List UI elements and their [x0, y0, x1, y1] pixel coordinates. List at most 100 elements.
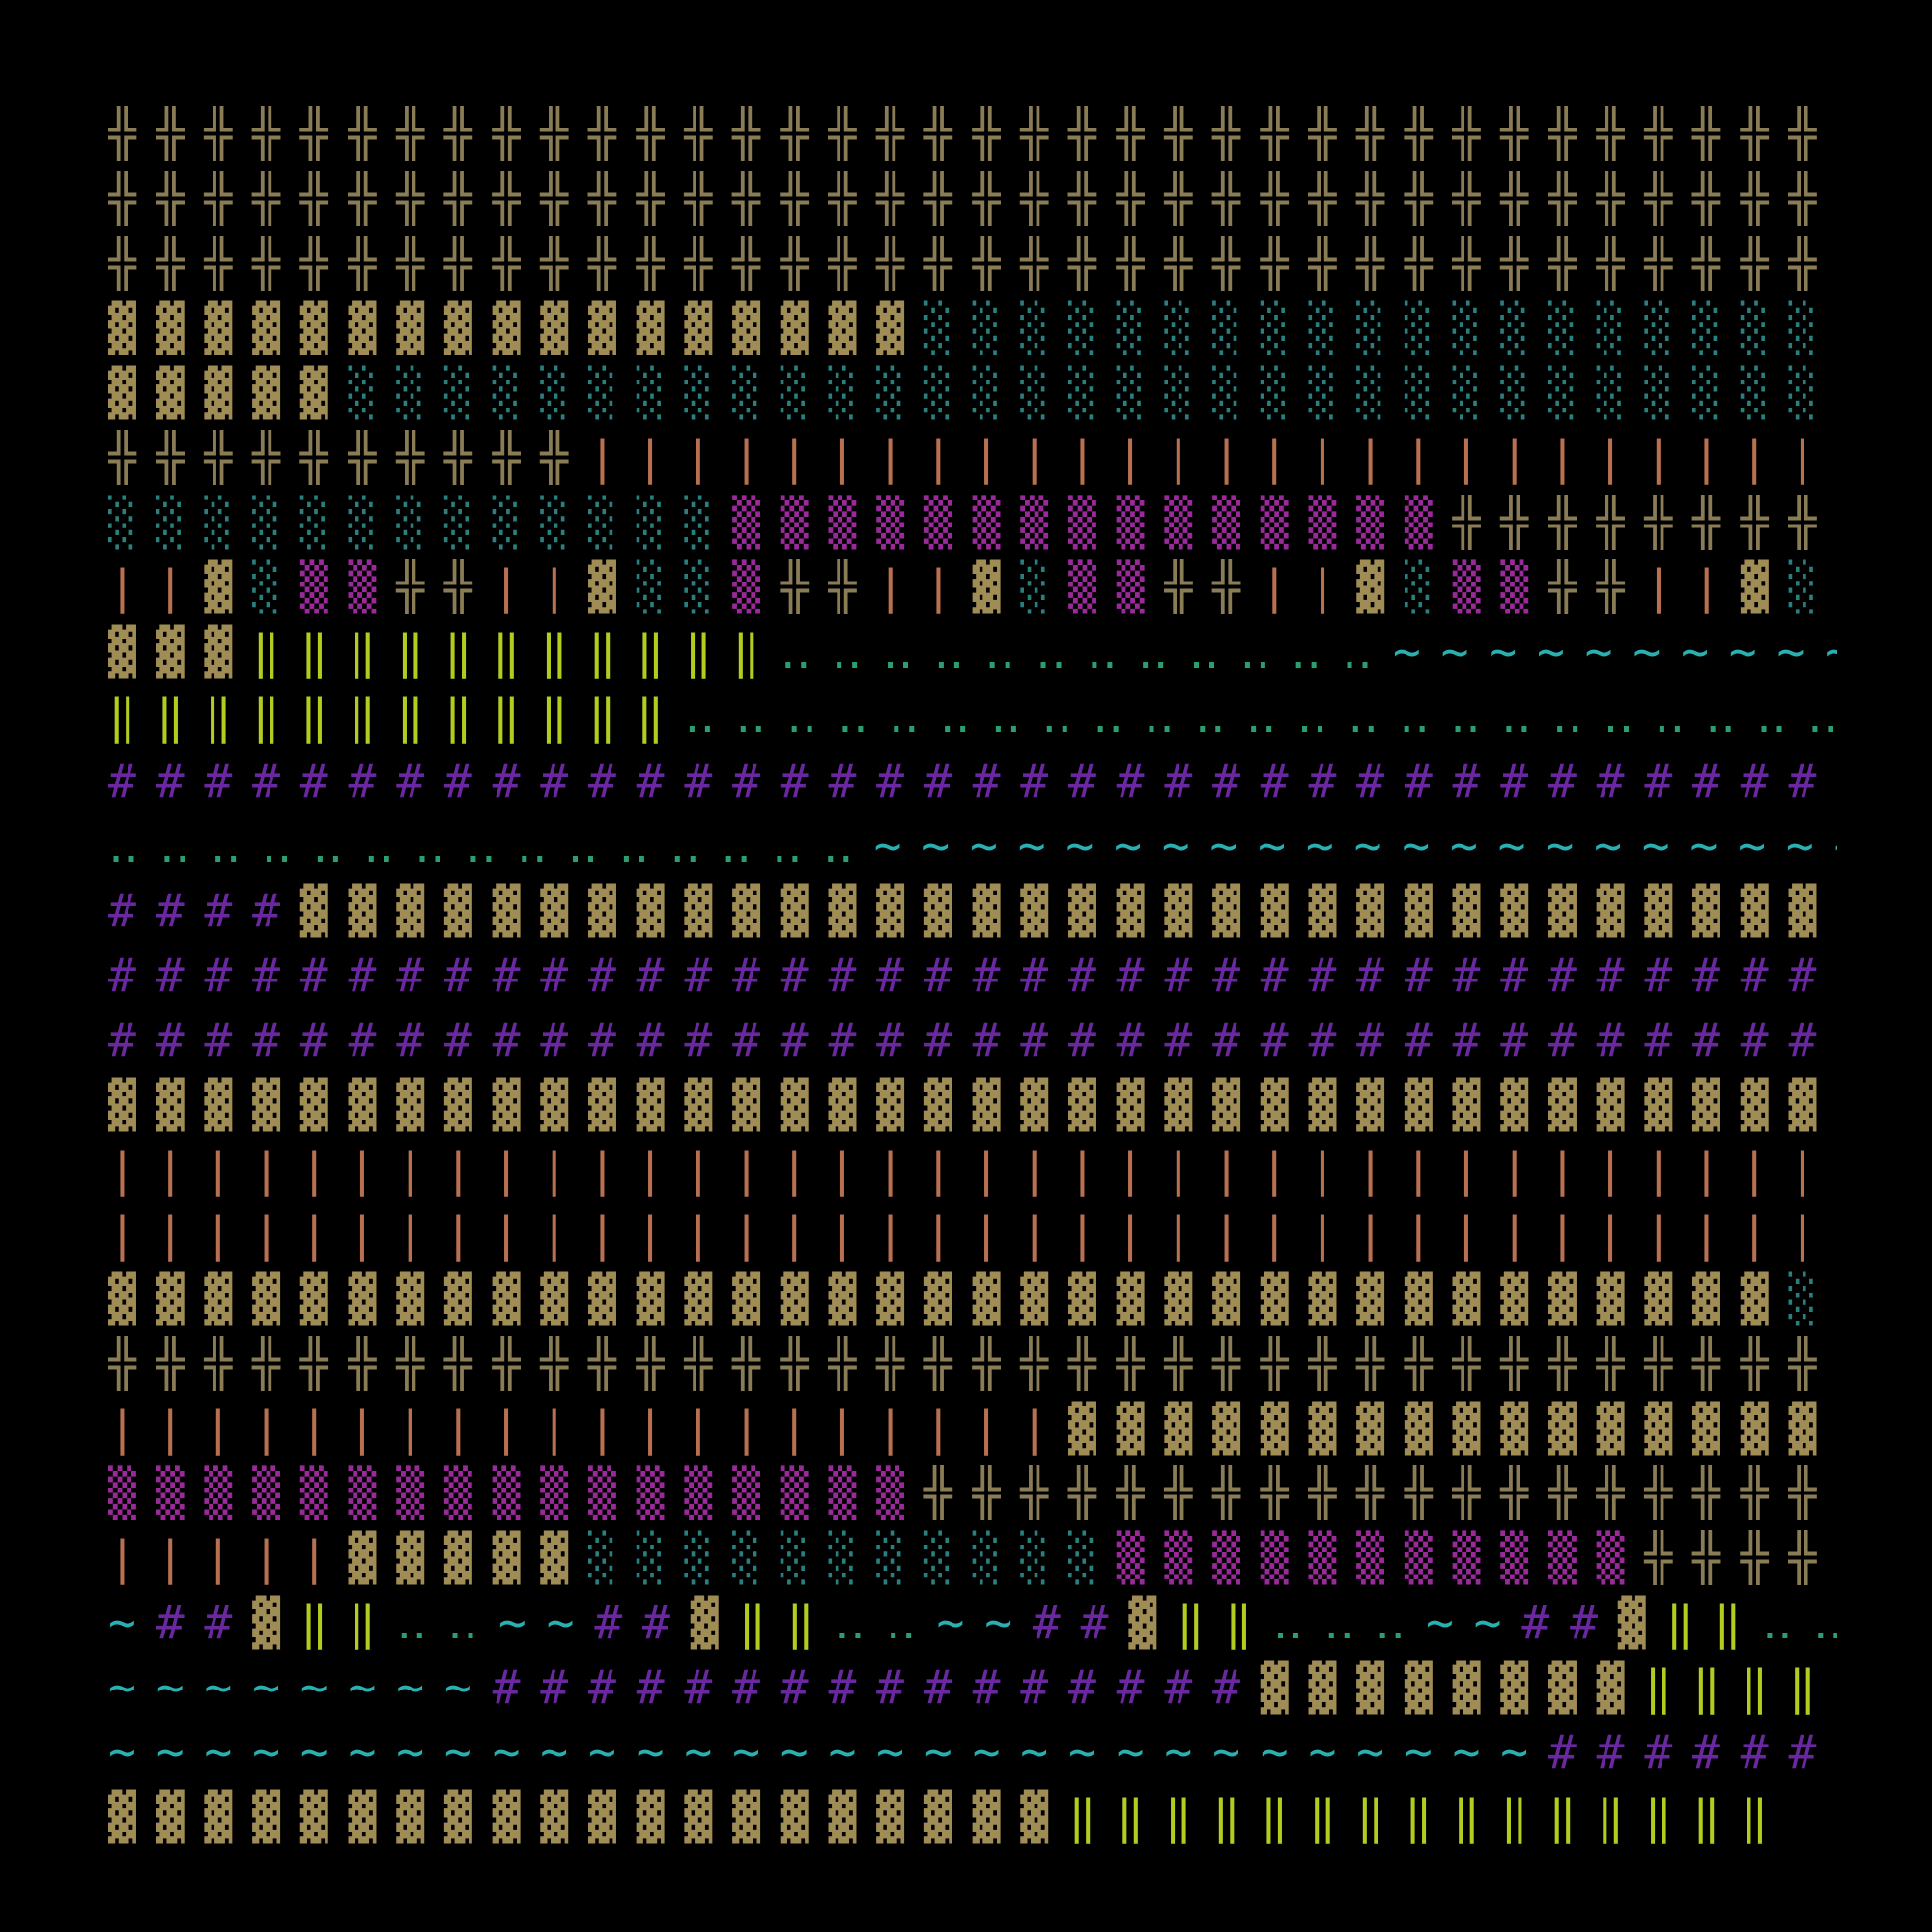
- tile-run: ##: [594, 1596, 691, 1650]
- tile-run: ||: [876, 560, 973, 614]
- tile-run: ~~~~~~~~~~~~~~~~~~~~~~~~~~~~~~: [108, 1725, 1548, 1779]
- tile-run: ‥‥: [1761, 1596, 1837, 1650]
- tile-run: ▒▒: [1452, 560, 1549, 614]
- map-row: ‖‖‖‖‖‖‖‖‖‖‖‖‥‥‥‥‥‥‥‥‥‥‥‥‥‥‥‥‥‥‥‥‥‥‥‥: [108, 685, 1837, 750]
- tile-run: ▒▒▒▒▒▒▒▒▒▒▒▒▒▒▒▒▒: [108, 1466, 924, 1520]
- tile-run: ▓▓▓▓▓▓▓▓▓▓▓▓▓▓▓▓▓▓▓▓: [108, 1790, 1068, 1844]
- tile-run: ~~: [1425, 1596, 1522, 1650]
- tile-run: ▒▒▒▒▒▒▒▒▒▒▒: [1116, 1531, 1645, 1585]
- tile-run: ‥‥: [834, 1596, 937, 1650]
- tile-run: ▒▒▒▒▒▒▒▒▒▒▒▒▒▒▒: [732, 496, 1453, 550]
- tile-run: ####################################: [108, 754, 1837, 809]
- map-row: ||||||||||||||||||||▓▓▓▓▓▓▓▓▓▓▓▓▓▓▓▓: [108, 1397, 1837, 1462]
- tile-run: ~~~~~~~~~~~~~~~~~~~~~: [873, 819, 1837, 873]
- map-row: ░░░░░░░░░░░░░▒▒▒▒▒▒▒▒▒▒▒▒▒▒▒╬╬╬╬╬╬╬╬: [108, 491, 1837, 555]
- tile-run: ▓: [1128, 1596, 1178, 1650]
- tile-run: ╬╬╬╬╬╬╬╬╬╬╬╬╬╬╬╬╬╬╬╬╬╬╬╬╬╬╬╬╬╬╬╬╬╬╬╬: [108, 172, 1837, 226]
- tile-run: ░: [252, 560, 300, 614]
- tile-run: ~~: [497, 1596, 595, 1650]
- map-row: ╬╬╬╬╬╬╬╬╬╬╬╬╬╬╬╬╬╬╬╬╬╬╬╬╬╬╬╬╬╬╬╬╬╬╬╬: [108, 102, 1837, 167]
- map-row: ~~~~~~~~################▓▓▓▓▓▓▓▓‖‖‖‖: [108, 1656, 1837, 1720]
- tile-run: ▓: [588, 560, 637, 614]
- map-row: ╬╬╬╬╬╬╬╬╬╬╬╬╬╬╬╬╬╬╬╬╬╬╬╬╬╬╬╬╬╬╬╬╬╬╬╬: [108, 167, 1837, 232]
- tile-run: ░░░░░░░░░░░: [588, 1531, 1117, 1585]
- tile-run: ╬╬: [1548, 560, 1645, 614]
- tile-run: ▓: [972, 560, 1021, 614]
- tile-run: ‥‥‥: [1272, 1596, 1426, 1650]
- tile-run: ░░░░░░░░░░░░░░░░░░░░░░░░░░░░░░░: [348, 366, 1837, 420]
- tile-run: ╬╬╬╬╬╬╬╬: [1452, 496, 1837, 550]
- tile-run: ▓▓▓: [108, 625, 253, 679]
- map-row: ||||||||||||||||||||||||||||||||||||: [108, 1138, 1837, 1203]
- map-row: ||||||||||||||||||||||||||||||||||||: [108, 1203, 1837, 1267]
- tile-run: ╬╬╬╬╬╬╬╬╬╬╬╬╬╬╬╬╬╬╬╬╬╬╬╬╬╬╬╬╬╬╬╬╬╬╬╬: [108, 1337, 1837, 1391]
- tile-run: ##: [156, 1596, 253, 1650]
- tile-run: ░░░░░░░░░░░░░░░░░░░: [923, 301, 1837, 355]
- tile-run: ‥‥: [396, 1596, 498, 1650]
- map-row: ####################################: [108, 1009, 1837, 1073]
- map-row: ####################################: [108, 944, 1837, 1009]
- map-row: ▓▓▓▓▓░░░░░░░░░░░░░░░░░░░░░░░░░░░░░░░: [108, 361, 1837, 426]
- tile-run: ▓▓▓▓▓▓▓▓▓▓▓▓▓▓▓▓▓▓▓▓▓▓▓▓▓▓▓▓▓▓▓▓: [299, 884, 1837, 938]
- tile-run: ‥‥‥‥‥‥‥‥‥‥‥‥‥‥‥‥‥‥‥‥‥‥‥‥: [684, 690, 1837, 744]
- map-row: ╬╬╬╬╬╬╬╬╬╬||||||||||||||||||||||||||: [108, 426, 1837, 491]
- tile-run: ||: [1260, 560, 1357, 614]
- tile-run: ░░: [636, 560, 733, 614]
- tile-run: ▓▓▓▓▓: [108, 366, 349, 420]
- tile-run: ▒▒: [1068, 560, 1165, 614]
- tile-run: ▓▓▓▓▓▓▓▓▓▓▓▓▓▓▓▓: [1067, 1402, 1837, 1456]
- tile-run: ‖‖‖‖‖‖‖‖‖‖‖‖: [108, 690, 685, 744]
- tile-run: ▒▒: [299, 560, 397, 614]
- map-row: ▓▓▓▓▓▓▓▓▓▓▓▓▓▓▓▓▓▓▓▓‖‖‖‖‖‖‖‖‖‖‖‖‖‖‖: [108, 1785, 1837, 1850]
- tile-run: ~~~~~~~~~~: [1392, 625, 1837, 679]
- map-row: ▓▓▓‖‖‖‖‖‖‖‖‖‖‖‥‥‥‥‥‥‥‥‥‥‥‥~~~~~~~~~~: [108, 620, 1837, 685]
- tile-run: ##: [1032, 1596, 1129, 1650]
- tile-run: ||: [108, 560, 205, 614]
- tile-run: ▓: [1617, 1596, 1666, 1650]
- tile-run: ‖‖‖‖‖‖‖‖‖‖‖: [252, 625, 781, 679]
- tile-run: ▓: [1356, 560, 1405, 614]
- tile-run: ||||||||||||||||||||||||||||||||||||: [108, 1208, 1837, 1262]
- tile-run: ╬╬╬╬╬╬╬╬╬╬╬╬╬╬╬╬╬╬╬╬╬╬╬╬╬╬╬╬╬╬╬╬╬╬╬╬: [108, 107, 1837, 161]
- tile-run: ▒: [732, 560, 781, 614]
- tile-run: ‖‖‖‖: [1644, 1661, 1837, 1715]
- tile-run: ‖‖‖‖‖‖‖‖‖‖‖‖‖‖‖: [1067, 1790, 1789, 1844]
- tile-run: ░: [1404, 560, 1453, 614]
- tile-run: ╬╬: [396, 560, 493, 614]
- tile-run: ||: [1644, 560, 1741, 614]
- tile-run: ##: [1521, 1596, 1618, 1650]
- tile-run: ╬╬: [780, 560, 877, 614]
- tile-run: ################: [492, 1661, 1261, 1715]
- map-row: ~~~~~~~~~~~~~~~~~~~~~~~~~~~~~~######: [108, 1720, 1837, 1785]
- map-row: ▒▒▒▒▒▒▒▒▒▒▒▒▒▒▒▒▒╬╬╬╬╬╬╬╬╬╬╬╬╬╬╬╬╬╬╬: [108, 1462, 1837, 1526]
- tile-run: ▓: [1740, 560, 1789, 614]
- map-row: ||▓░▒▒╬╬||▓░░▒╬╬||▓░▒▒╬╬||▓░▒▒╬╬||▓░: [108, 555, 1837, 620]
- tile-run: ░: [1788, 560, 1837, 614]
- tile-run: ‖‖: [1665, 1596, 1762, 1650]
- tile-run: ╬╬╬╬╬╬╬╬╬╬╬╬╬╬╬╬╬╬╬: [923, 1466, 1837, 1520]
- tile-run: ||||||||||||||||||||||||||||||||||||: [108, 1143, 1837, 1197]
- tile-run: ~~~~~~~~: [108, 1661, 493, 1715]
- tile-run: ░: [1788, 1272, 1837, 1326]
- tile-run: ####################################: [108, 949, 1837, 1003]
- map-row: ▓▓▓▓▓▓▓▓▓▓▓▓▓▓▓▓▓▓▓▓▓▓▓▓▓▓▓▓▓▓▓▓▓▓▓▓: [108, 1073, 1837, 1138]
- tile-run: ╬╬╬╬╬╬╬╬╬╬╬╬╬╬╬╬╬╬╬╬╬╬╬╬╬╬╬╬╬╬╬╬╬╬╬╬: [108, 237, 1837, 291]
- map-row: ╬╬╬╬╬╬╬╬╬╬╬╬╬╬╬╬╬╬╬╬╬╬╬╬╬╬╬╬╬╬╬╬╬╬╬╬: [108, 232, 1837, 297]
- tile-run: ||||||||||||||||||||||||||: [587, 431, 1837, 485]
- map-row: ▓▓▓▓▓▓▓▓▓▓▓▓▓▓▓▓▓▓▓▓▓▓▓▓▓▓▓▓▓▓▓▓▓▓▓░: [108, 1267, 1837, 1332]
- map-row: ~##▓‖‖‥‥~~##▓‖‖‥‥~~##▓‖‖‥‥‥~~##▓‖‖‥‥: [108, 1591, 1837, 1656]
- tile-run: ╬╬: [1164, 560, 1261, 614]
- tile-run: ▓▓▓▓▓▓▓▓▓▓▓▓▓▓▓▓▓▓▓▓▓▓▓▓▓▓▓▓▓▓▓▓▓▓▓▓: [108, 1078, 1837, 1132]
- tile-run: ‖‖: [299, 1596, 397, 1650]
- tile-run: ####: [108, 884, 300, 938]
- tile-run: ▓▓▓▓▓▓▓▓▓▓▓▓▓▓▓▓▓▓▓▓▓▓▓▓▓▓▓▓▓▓▓▓▓▓▓: [108, 1272, 1789, 1326]
- tile-run: |||||: [108, 1531, 349, 1585]
- map-row: ####################################: [108, 750, 1837, 814]
- tile-run: ######: [1548, 1725, 1837, 1779]
- tile-run: ▓▓▓▓▓▓▓▓: [1260, 1661, 1645, 1715]
- tile-run: ▓: [690, 1596, 739, 1650]
- tile-run: ~: [108, 1596, 156, 1650]
- tile-run: ~~: [936, 1596, 1033, 1650]
- map-row: ╬╬╬╬╬╬╬╬╬╬╬╬╬╬╬╬╬╬╬╬╬╬╬╬╬╬╬╬╬╬╬╬╬╬╬╬: [108, 1332, 1837, 1397]
